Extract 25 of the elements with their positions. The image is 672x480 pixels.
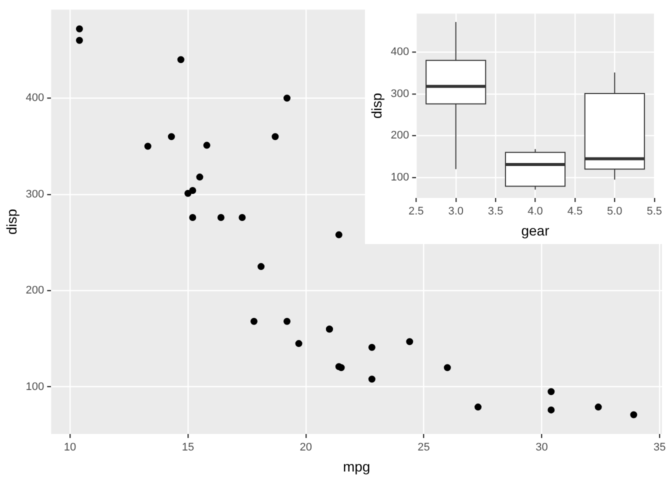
x-tick-label: 25 [418,442,430,454]
x-axis-title: mpg [342,458,370,474]
y-tick-label: 100 [390,172,410,184]
y-tick-label: 200 [390,130,410,142]
x-axis-title: gear [521,222,550,238]
x-tick-label: 4.5 [567,206,583,218]
y-tick-label: 300 [390,88,410,100]
x-tick-label: 4.0 [528,206,543,218]
y-tick-label: 400 [390,46,410,58]
x-tick-label: 20 [300,442,312,454]
y-tick-label: 100 [26,380,44,393]
y-axis-title: disp [368,92,384,119]
y-axis-title: disp [3,208,20,235]
x-tick-label: 5.5 [646,206,662,218]
x-tick-label: 2.5 [408,206,424,218]
x-tick-label: 5.0 [607,206,622,218]
y-tick-label: 400 [26,92,44,104]
x-tick-label: 35 [654,442,666,454]
y-tick-label: 300 [26,188,44,200]
y-tick-label: 200 [26,284,44,297]
x-tick-label: 3.5 [488,206,504,218]
x-tick-label: 15 [182,442,194,454]
x-tick-label: 30 [536,442,548,454]
x-tick-label: 10 [64,442,76,454]
x-tick-label: 3.0 [448,206,464,218]
